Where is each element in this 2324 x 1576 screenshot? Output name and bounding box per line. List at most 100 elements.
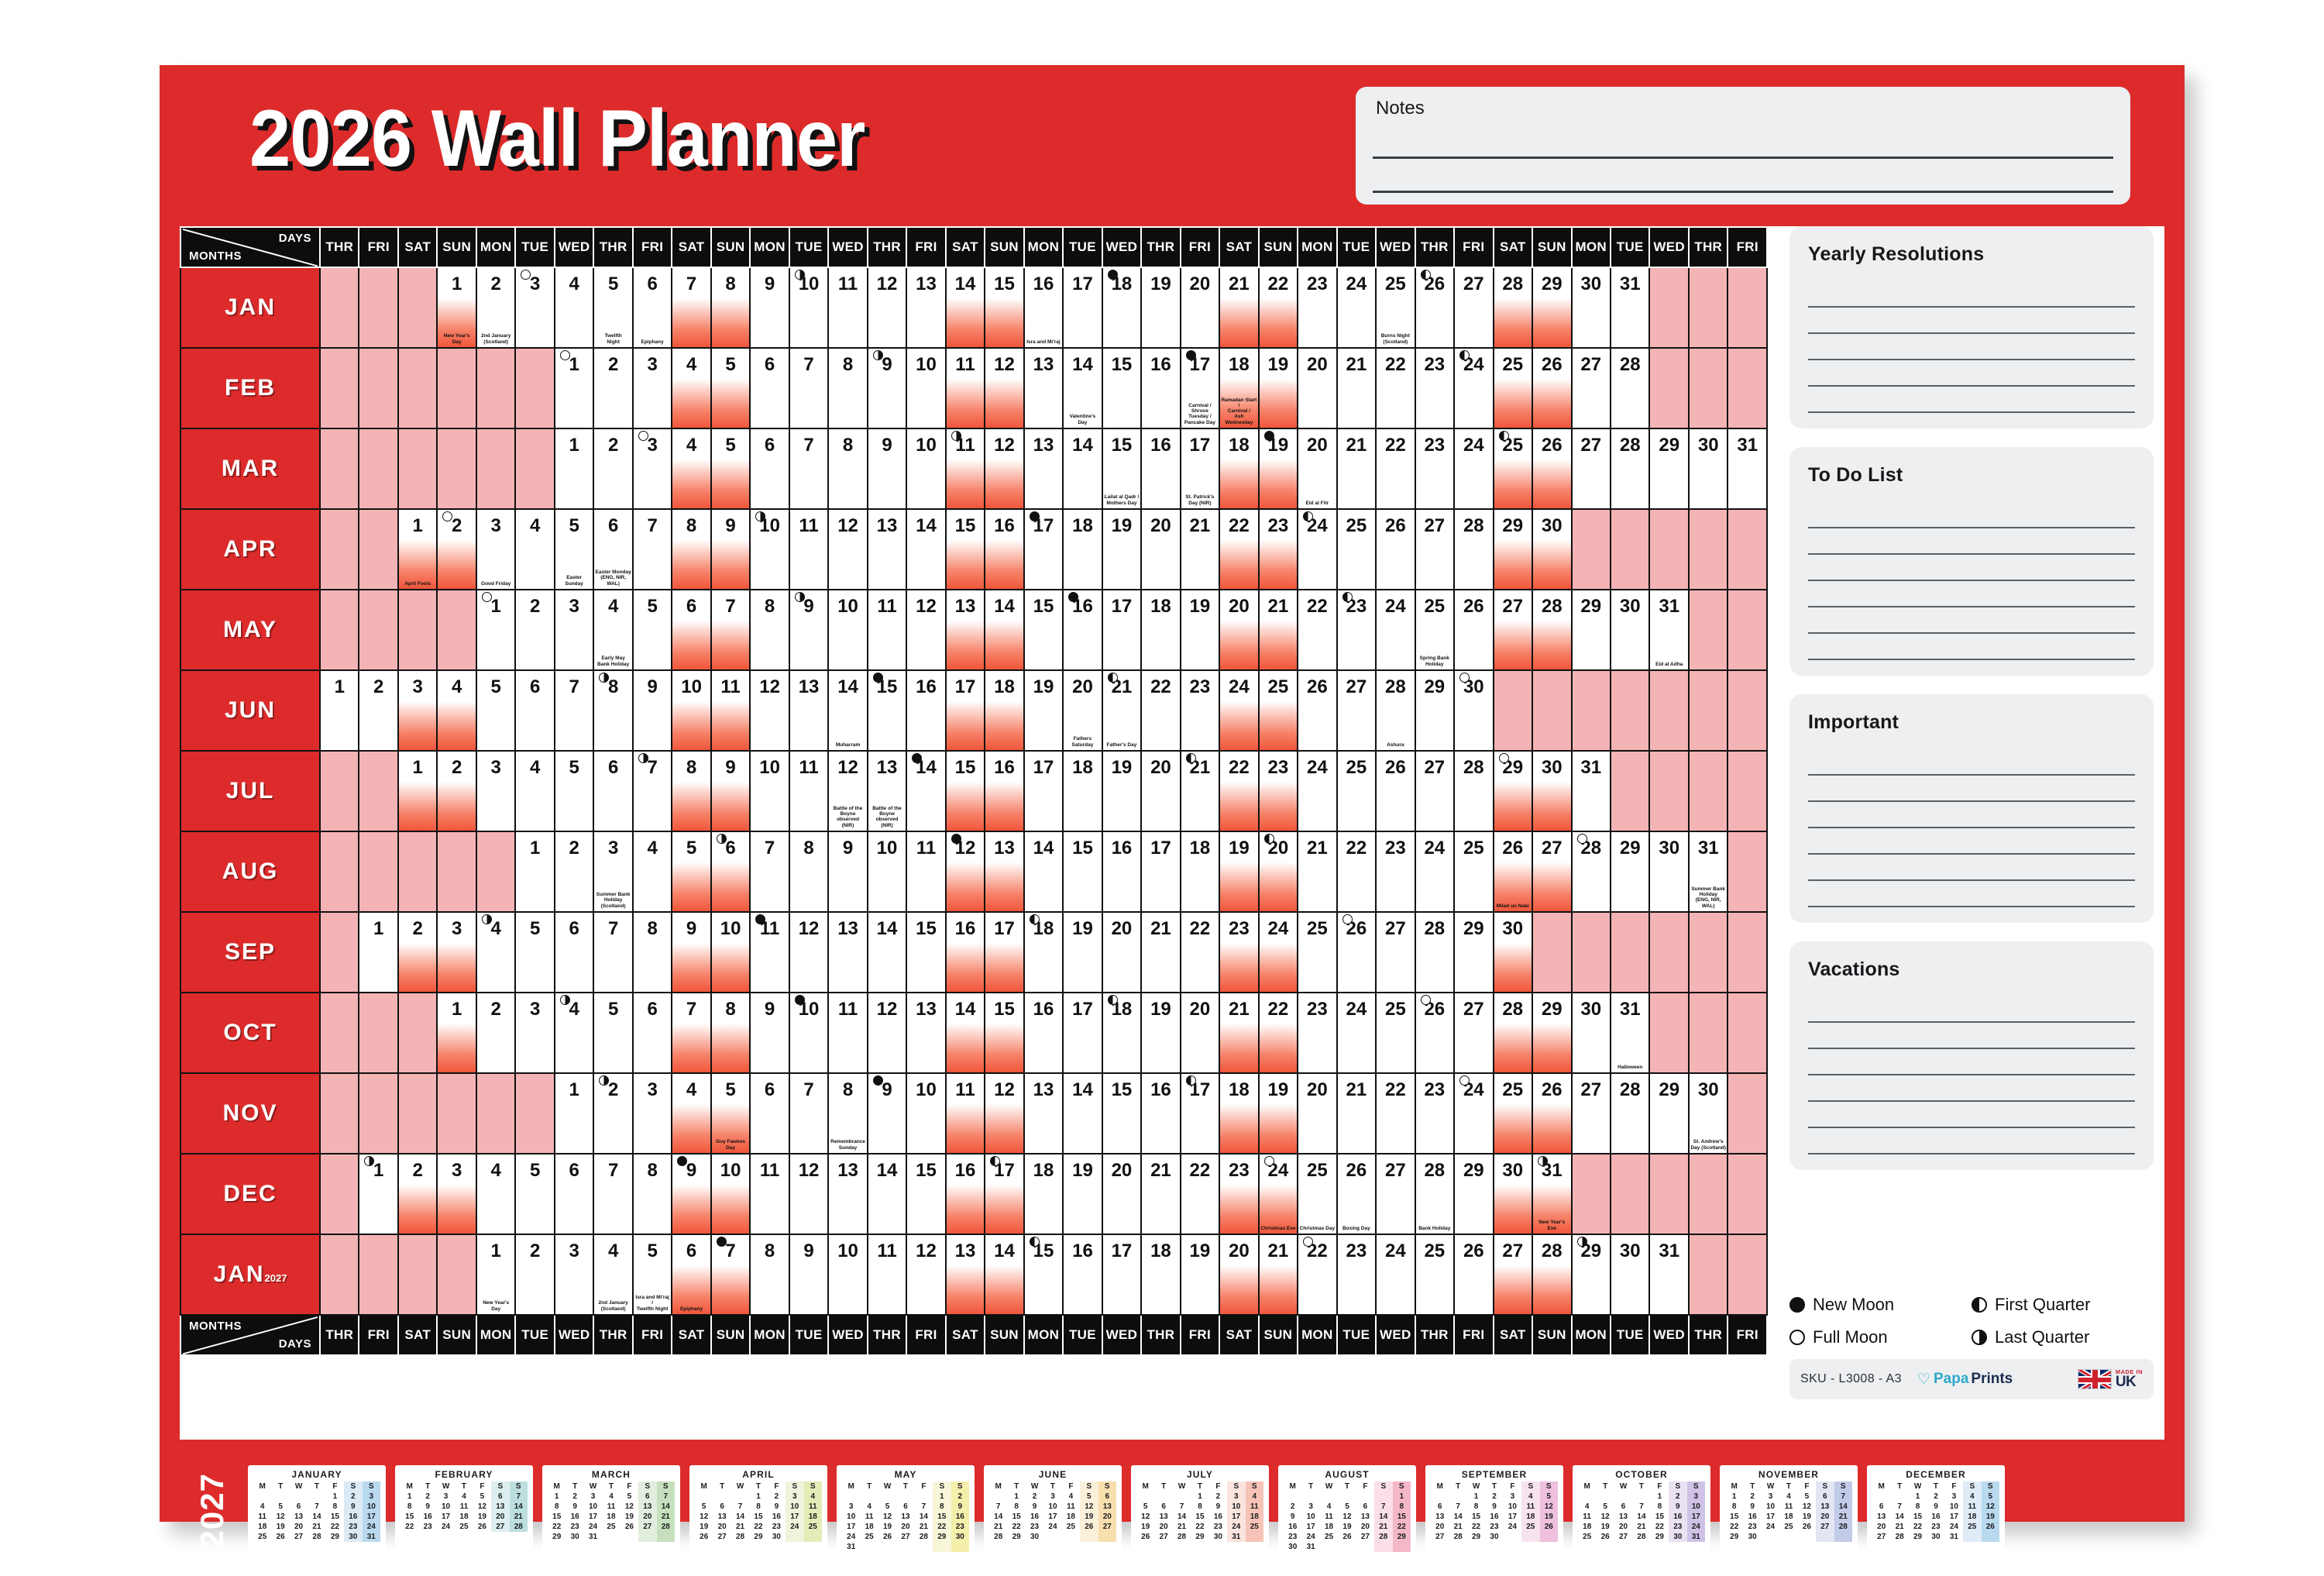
- day-cell[interactable]: 28: [1609, 1072, 1651, 1154]
- day-cell[interactable]: 17: [1179, 1072, 1221, 1154]
- day-cell[interactable]: 17: [1023, 750, 1064, 832]
- day-cell[interactable]: 23: [1336, 1234, 1377, 1316]
- day-cell[interactable]: 19: [1101, 750, 1143, 832]
- day-cell[interactable]: 9: [671, 1153, 712, 1235]
- write-line[interactable]: [1808, 828, 2135, 855]
- day-cell[interactable]: 3: [553, 1234, 595, 1316]
- day-cell[interactable]: 8: [671, 508, 712, 590]
- day-cell[interactable]: 16: [944, 1153, 986, 1235]
- day-cell[interactable]: 3 Good Friday: [475, 508, 517, 590]
- day-cell[interactable]: 2: [593, 1072, 634, 1154]
- day-cell[interactable]: 24: [1257, 911, 1299, 993]
- day-cell[interactable]: 5 Easter Sunday: [553, 508, 595, 590]
- day-cell[interactable]: 3: [553, 589, 595, 671]
- day-cell[interactable]: 6: [710, 831, 751, 913]
- day-cell[interactable]: 15: [1023, 1234, 1064, 1316]
- day-cell[interactable]: 10: [671, 669, 712, 752]
- day-cell[interactable]: 1: [475, 589, 517, 671]
- day-cell[interactable]: 16: [1140, 1072, 1181, 1154]
- day-cell[interactable]: 11: [906, 831, 947, 913]
- day-cell[interactable]: 18: [1219, 1072, 1260, 1154]
- day-cell[interactable]: 8: [788, 831, 830, 913]
- day-cell[interactable]: 27: [1453, 267, 1494, 349]
- day-cell[interactable]: 19: [1257, 1072, 1299, 1154]
- day-cell[interactable]: 24: [1375, 1234, 1416, 1316]
- day-cell[interactable]: 11: [749, 911, 790, 993]
- day-cell[interactable]: 8: [827, 347, 868, 429]
- day-cell[interactable]: 22: [1375, 428, 1416, 510]
- day-cell[interactable]: 19: [1062, 911, 1103, 993]
- day-cell[interactable]: 18: [984, 669, 1025, 752]
- day-cell[interactable]: 19: [1023, 669, 1064, 752]
- day-cell[interactable]: 28: [1492, 992, 1534, 1074]
- day-cell[interactable]: 22: [1179, 911, 1221, 993]
- day-cell[interactable]: 5 Guy Fawkes Day: [710, 1072, 751, 1154]
- day-cell[interactable]: 10: [827, 1234, 868, 1316]
- day-cell[interactable]: 18: [1023, 1153, 1064, 1235]
- write-line[interactable]: [1808, 1049, 2135, 1075]
- day-cell[interactable]: 24: [1297, 750, 1338, 832]
- day-cell[interactable]: 5: [593, 992, 634, 1074]
- day-cell[interactable]: 13: [944, 1234, 986, 1316]
- day-cell[interactable]: 1: [358, 911, 399, 993]
- day-cell[interactable]: 8: [827, 428, 868, 510]
- day-cell[interactable]: 6: [749, 428, 790, 510]
- day-cell[interactable]: 17: [1062, 992, 1103, 1074]
- day-cell[interactable]: 10: [788, 992, 830, 1074]
- write-line[interactable]: [1808, 387, 2135, 413]
- day-cell[interactable]: 26: [1414, 267, 1456, 349]
- day-cell[interactable]: 28 Ashura: [1375, 669, 1416, 752]
- day-cell[interactable]: 6: [749, 347, 790, 429]
- write-line[interactable]: [1808, 776, 2135, 802]
- day-cell[interactable]: 16: [1062, 589, 1103, 671]
- day-cell[interactable]: 6: [514, 669, 555, 752]
- day-cell[interactable]: 3: [631, 347, 673, 429]
- day-cell[interactable]: 15: [944, 508, 986, 590]
- day-cell[interactable]: 26: [1297, 669, 1338, 752]
- day-cell[interactable]: 14 Muharram: [827, 669, 868, 752]
- day-cell[interactable]: 25: [1336, 508, 1377, 590]
- day-cell[interactable]: 17 St. Patrick's Day (NIR): [1179, 428, 1221, 510]
- day-cell[interactable]: 25 Spring Bank Holiday: [1414, 589, 1456, 671]
- day-cell[interactable]: 8: [749, 589, 790, 671]
- day-cell[interactable]: 14: [1023, 831, 1064, 913]
- day-cell[interactable]: 8: [671, 750, 712, 832]
- day-cell[interactable]: 9: [671, 911, 712, 993]
- day-cell[interactable]: 6: [749, 1072, 790, 1154]
- day-cell[interactable]: 1: [514, 831, 555, 913]
- day-cell[interactable]: 25 Christmas Day: [1297, 1153, 1338, 1235]
- day-cell[interactable]: 21: [1140, 911, 1181, 993]
- write-line[interactable]: [1808, 855, 2135, 881]
- day-cell[interactable]: 31: [1648, 1234, 1690, 1316]
- day-cell[interactable]: 30: [1570, 992, 1611, 1074]
- day-cell[interactable]: 16: [1062, 1234, 1103, 1316]
- day-cell[interactable]: 8 Remembrance Sunday: [827, 1072, 868, 1154]
- day-cell[interactable]: 11: [827, 992, 868, 1074]
- write-line[interactable]: [1808, 334, 2135, 360]
- day-cell[interactable]: 12 Battle of the Boyne observed (NIR): [827, 750, 868, 832]
- day-cell[interactable]: 2: [475, 992, 517, 1074]
- day-cell[interactable]: 21: [1219, 267, 1260, 349]
- day-cell[interactable]: 6: [553, 1153, 595, 1235]
- day-cell[interactable]: 17: [944, 669, 986, 752]
- day-cell[interactable]: 2: [436, 750, 477, 832]
- day-cell[interactable]: 10: [749, 508, 790, 590]
- day-cell[interactable]: 24: [1453, 1072, 1494, 1154]
- day-cell[interactable]: 31: [1570, 750, 1611, 832]
- day-cell[interactable]: 28 Bank Holiday: [1414, 1153, 1456, 1235]
- day-cell[interactable]: 21: [1257, 1234, 1299, 1316]
- notes-write-line[interactable]: [1373, 191, 2113, 193]
- day-cell[interactable]: 21: [1297, 831, 1338, 913]
- day-cell[interactable]: 21: [1336, 347, 1377, 429]
- day-cell[interactable]: 25: [1414, 1234, 1456, 1316]
- day-cell[interactable]: 26: [1336, 911, 1377, 993]
- day-cell[interactable]: 23: [1219, 1153, 1260, 1235]
- day-cell[interactable]: 11: [788, 750, 830, 832]
- day-cell[interactable]: 9: [788, 589, 830, 671]
- day-cell[interactable]: 19: [1179, 1234, 1221, 1316]
- day-cell[interactable]: 11: [749, 1153, 790, 1235]
- day-cell[interactable]: 28: [1570, 831, 1611, 913]
- day-cell[interactable]: 29: [1492, 508, 1534, 590]
- day-cell[interactable]: 15: [906, 1153, 947, 1235]
- day-cell[interactable]: 18: [1179, 831, 1221, 913]
